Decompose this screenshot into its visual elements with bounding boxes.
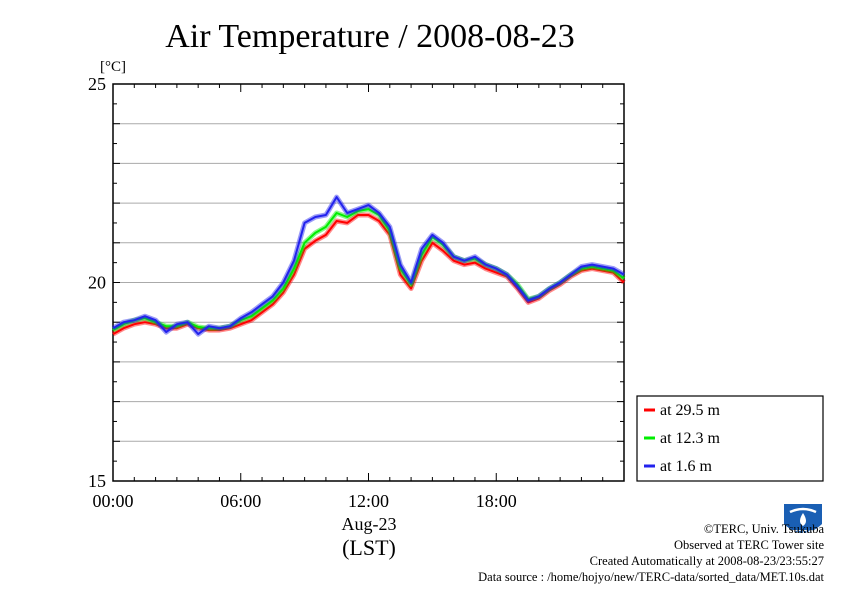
series-line-halo <box>111 206 626 333</box>
footer-source: Data source : /home/hojyo/new/TERC-data/… <box>478 570 824 584</box>
footer-copyright: ©TERC, Univ. Tsukuba <box>703 522 824 536</box>
x-tick-label: 00:00 <box>92 491 133 511</box>
x-tick-labels: 00:00 06:00 12:00 18:00 <box>92 491 516 511</box>
y-tick-label: 15 <box>88 471 106 491</box>
legend-box <box>636 395 824 482</box>
series-line <box>111 206 626 333</box>
legend-label: at 12.3 m <box>660 430 721 447</box>
legend-label: at 1.6 m <box>660 458 713 475</box>
y-axis-unit: [°C] <box>100 59 126 75</box>
series-line <box>111 194 626 337</box>
series-line-path <box>112 208 625 331</box>
series-line-halo <box>111 212 626 337</box>
legend-label: at 29.5 m <box>660 402 721 419</box>
y-tick-label: 20 <box>88 273 106 293</box>
legend: at 29.5 m at 12.3 m at 1.6 m <box>636 395 824 482</box>
series-line <box>111 212 626 337</box>
footer-created: Created Automatically at 2008-08-23/23:5… <box>589 554 824 568</box>
x-tick-label: 06:00 <box>220 491 261 511</box>
series-line-path <box>112 196 625 336</box>
y-tick-labels: 15 20 25 <box>88 74 106 491</box>
x-axis-date-label: Aug-23 <box>342 514 397 534</box>
chart-title: Air Temperature / 2008-08-23 <box>165 18 575 55</box>
axis-ticks <box>112 83 625 482</box>
x-tick-label: 18:00 <box>476 491 517 511</box>
x-tick-label: 12:00 <box>348 491 389 511</box>
series-group <box>111 194 626 337</box>
footer-site: Observed at TERC Tower site <box>673 538 824 552</box>
svg-text:TERC: TERC <box>792 529 814 538</box>
series-line-path <box>112 214 625 335</box>
grid-lines <box>113 123 624 442</box>
terc-logo: TERC <box>782 502 824 545</box>
y-tick-label: 25 <box>88 74 106 94</box>
footer-info: ©TERC, Univ. Tsukuba Observed at TERC To… <box>478 521 824 585</box>
x-axis-unit-label: (LST) <box>342 535 396 560</box>
